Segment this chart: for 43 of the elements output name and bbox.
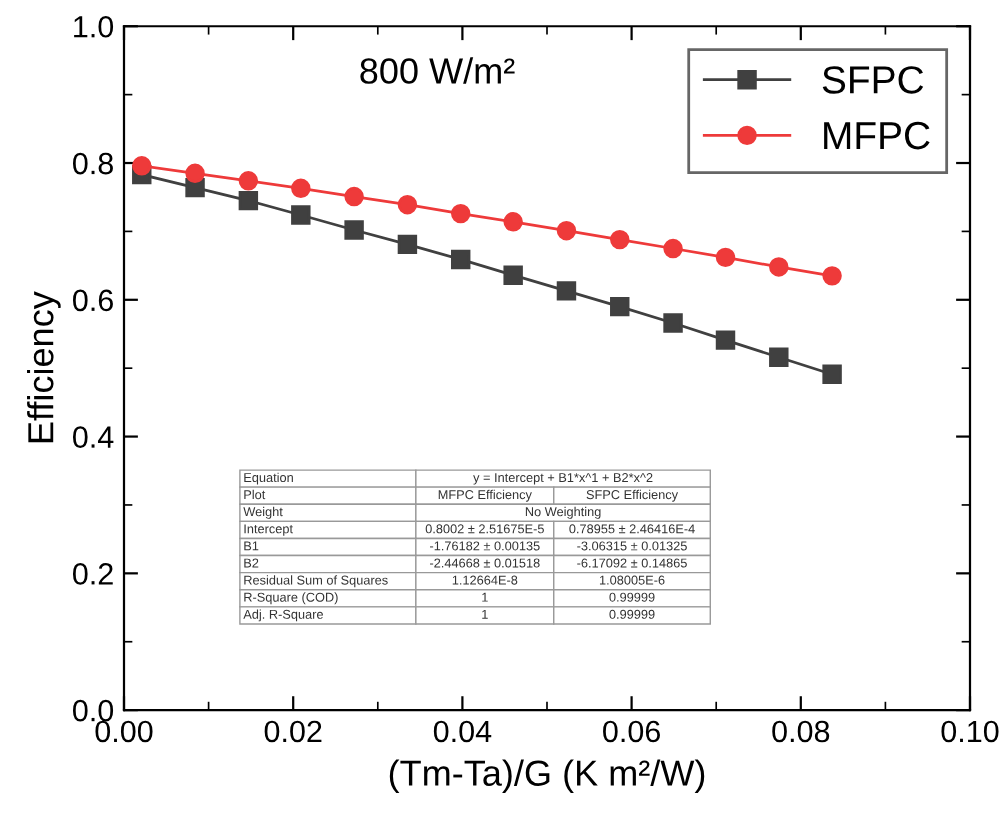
point [715,247,736,268]
point [769,347,789,367]
point [132,156,152,176]
y-tick-label: 0.4 [73,426,114,448]
point [397,234,418,255]
x-tick-label: 0.02 [264,720,322,743]
point [291,205,311,225]
point [610,229,630,250]
x-tick-label: 0.04 [433,720,492,743]
legend-label: MFPC [824,121,930,150]
x-tick-label: 0.10 [941,720,999,743]
legend-label: SFPC [822,66,924,94]
point [663,313,683,333]
point [769,257,789,277]
point [610,296,630,317]
point [344,186,364,207]
y-tick-label: 1.0 [74,15,114,38]
point [715,330,736,350]
point [822,266,842,286]
point [397,195,418,215]
point [344,220,364,240]
y-tick-label: 0.8 [73,152,113,175]
point [663,238,683,259]
point [822,364,842,385]
y-tick-label: 0.6 [73,289,113,312]
point [450,203,471,224]
point [238,190,259,211]
point [291,178,311,199]
point [185,163,205,183]
annotation: 800 W/m² [360,57,515,84]
point [503,265,523,285]
x-axis-title: (Tm-Ta)/G (K m²/W) [389,759,705,794]
y-tick-label: 0.2 [73,563,113,585]
point [450,249,471,270]
x-tick-label: 0.06 [603,720,660,743]
point [503,212,523,232]
x-tick-label: 0.08 [772,720,830,743]
x-tick-label: 0.00 [95,720,153,743]
point [238,171,259,191]
y-tick-label: 0.0 [73,699,114,722]
point [556,281,577,301]
y-axis-title: Efficiency [27,291,61,443]
point [556,221,577,241]
